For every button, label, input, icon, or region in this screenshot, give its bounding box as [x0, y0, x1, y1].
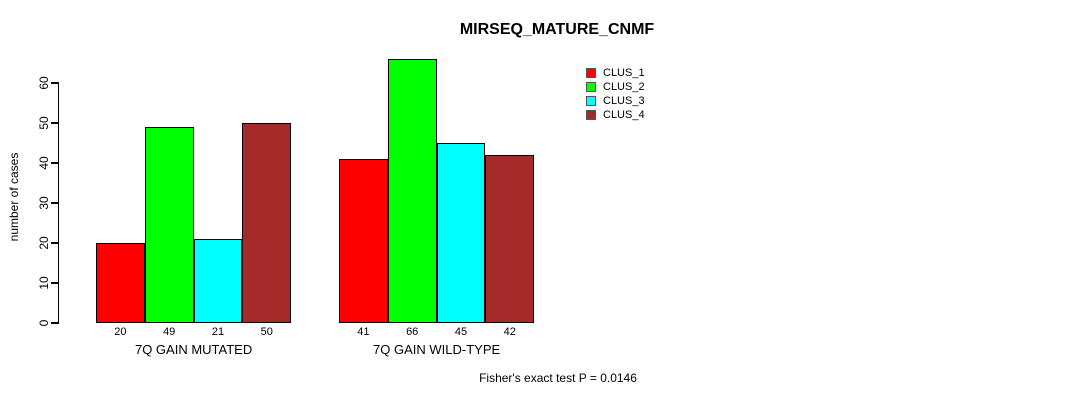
bar-value-label: 50 — [260, 326, 273, 338]
legend-label: CLUS_3 — [603, 95, 645, 107]
bar-value-label: 66 — [406, 326, 419, 338]
bar-CLUS_3 — [193, 239, 243, 323]
y-axis-tick-mark — [51, 122, 59, 124]
bar-CLUS_2 — [387, 59, 437, 323]
y-axis-tick-mark — [51, 162, 59, 164]
bar-value-label: 21 — [211, 326, 225, 338]
legend-label: CLUS_4 — [603, 109, 645, 121]
y-axis-tick-mark — [51, 322, 59, 324]
legend-swatch — [586, 96, 596, 106]
pvalue-annotation: Fisher's exact test P = 0.0146 — [479, 371, 637, 385]
y-axis-tick-mark — [51, 202, 59, 204]
legend-swatch — [586, 82, 596, 92]
bar-value-label: 20 — [114, 326, 127, 338]
bar-CLUS_3 — [436, 143, 486, 323]
legend-item-CLUS_2: CLUS_2 — [586, 80, 645, 94]
legend-label: CLUS_1 — [603, 67, 645, 79]
chart-title: MIRSEQ_MATURE_CNMF — [459, 21, 655, 38]
bar-value-label: 41 — [357, 326, 370, 338]
y-axis-tick-label: 60 — [37, 76, 51, 90]
bar-value-label: 45 — [454, 326, 468, 338]
bar-value-label: 42 — [503, 326, 516, 338]
y-axis-tick-mark — [51, 82, 59, 84]
legend-item-CLUS_3: CLUS_3 — [586, 94, 645, 108]
y-axis-tick-mark — [51, 242, 59, 244]
bar-CLUS_4 — [242, 123, 292, 323]
bar-CLUS_4 — [485, 155, 535, 323]
bar-CLUS_1 — [96, 243, 145, 323]
y-axis-tick-mark — [51, 282, 59, 284]
y-axis-tick-label: 0 — [37, 319, 51, 327]
category-label: 7Q GAIN WILD-TYPE — [373, 342, 501, 357]
legend-swatch — [586, 68, 596, 78]
y-axis-label: number of cases — [7, 152, 21, 242]
legend-swatch — [586, 110, 596, 120]
legend-item-CLUS_4: CLUS_4 — [586, 108, 645, 122]
y-axis-tick-label: 50 — [37, 116, 51, 130]
y-axis-tick-label: 20 — [37, 236, 51, 250]
bar-CLUS_1 — [339, 159, 388, 323]
legend-label: CLUS_2 — [603, 81, 645, 93]
category-label: 7Q GAIN MUTATED — [134, 342, 253, 357]
y-axis-tick-label: 10 — [37, 276, 51, 290]
bar-CLUS_2 — [144, 127, 194, 323]
y-axis-tick-label: 30 — [37, 196, 51, 210]
y-axis-tick-label: 40 — [37, 156, 51, 170]
bar-value-label: 49 — [163, 326, 176, 338]
legend-item-CLUS_1: CLUS_1 — [586, 66, 645, 80]
